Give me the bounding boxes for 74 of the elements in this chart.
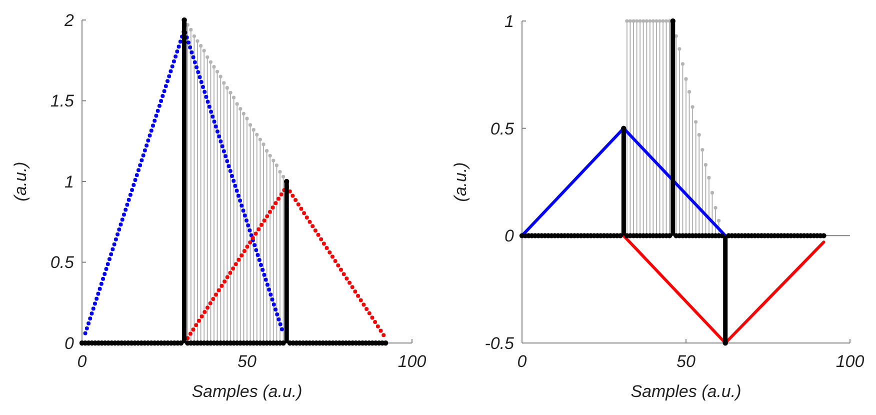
point bbox=[272, 158, 276, 162]
point bbox=[196, 39, 200, 43]
point bbox=[710, 190, 714, 195]
point bbox=[717, 218, 721, 222]
point bbox=[228, 90, 232, 94]
y-tick-label: 1 bbox=[64, 172, 74, 192]
point bbox=[208, 60, 212, 64]
y-tick-label: 2 bbox=[64, 10, 75, 30]
point bbox=[632, 19, 636, 23]
x-tick-label: 100 bbox=[836, 352, 865, 371]
y-tick-label: -0.5 bbox=[484, 334, 515, 353]
x-tick-label: 0 bbox=[77, 352, 88, 371]
y-tick-label: 0 bbox=[504, 226, 515, 246]
x-axis-title: Samples (a.u.) bbox=[630, 382, 742, 401]
point bbox=[248, 123, 252, 127]
point bbox=[714, 206, 718, 210]
point bbox=[625, 19, 629, 23]
point bbox=[206, 55, 210, 59]
point bbox=[628, 19, 632, 23]
point bbox=[218, 74, 222, 78]
x-tick-label: 50 bbox=[676, 352, 696, 371]
point bbox=[282, 174, 286, 178]
point bbox=[274, 164, 278, 168]
y-tick-label: 0.5 bbox=[490, 119, 515, 138]
x-tick-label: 50 bbox=[238, 352, 257, 371]
point bbox=[642, 19, 646, 23]
point bbox=[704, 163, 708, 167]
point bbox=[232, 96, 236, 100]
point bbox=[687, 90, 692, 94]
point bbox=[238, 107, 242, 111]
point bbox=[199, 44, 203, 48]
point bbox=[694, 120, 698, 124]
point bbox=[700, 148, 704, 152]
point bbox=[202, 48, 206, 52]
y-tick-label: 1 bbox=[504, 12, 514, 31]
point bbox=[697, 132, 701, 137]
x-axis-title: Samples (a.u.) bbox=[192, 382, 302, 401]
point bbox=[212, 65, 216, 69]
point bbox=[262, 142, 266, 146]
y-tick-label: 0.5 bbox=[50, 253, 75, 272]
point bbox=[278, 170, 282, 174]
point bbox=[225, 86, 229, 90]
point bbox=[192, 34, 196, 38]
point bbox=[684, 77, 688, 81]
point bbox=[707, 176, 711, 180]
point bbox=[648, 19, 652, 23]
y-tick-label: 1.5 bbox=[50, 92, 75, 111]
point bbox=[258, 138, 262, 142]
point bbox=[680, 62, 685, 66]
point bbox=[255, 132, 259, 136]
point bbox=[252, 128, 256, 132]
point bbox=[678, 47, 682, 51]
point bbox=[268, 154, 272, 158]
x-tick-label: 100 bbox=[398, 352, 427, 371]
y-tick-label: 0 bbox=[64, 334, 75, 353]
point bbox=[654, 19, 658, 23]
point bbox=[189, 28, 193, 32]
point bbox=[644, 19, 648, 23]
point bbox=[664, 19, 668, 23]
point bbox=[635, 19, 639, 23]
point bbox=[265, 149, 269, 153]
point bbox=[245, 116, 249, 120]
point bbox=[222, 81, 226, 85]
point bbox=[235, 102, 239, 106]
y-axis-title: (a.u.) bbox=[451, 162, 470, 202]
point bbox=[638, 19, 642, 23]
point bbox=[658, 19, 662, 23]
point bbox=[690, 105, 694, 109]
point bbox=[651, 19, 655, 23]
point bbox=[216, 70, 220, 74]
y-axis-title: (a.u.) bbox=[11, 162, 30, 202]
x-tick-label: 0 bbox=[517, 352, 528, 371]
point bbox=[661, 19, 665, 23]
point bbox=[242, 112, 246, 116]
